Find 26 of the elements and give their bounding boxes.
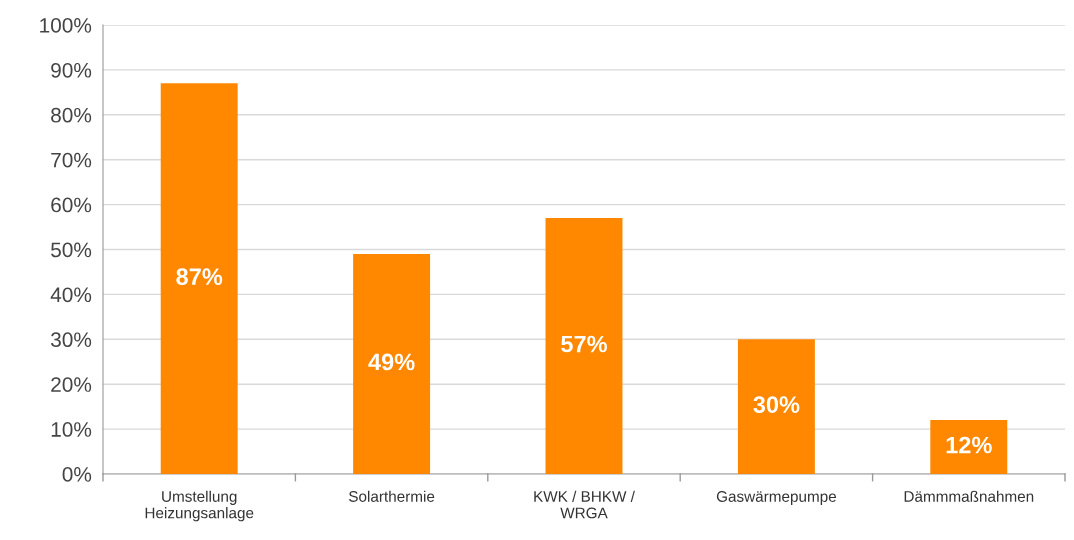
y-tick-label: 70% xyxy=(51,152,92,168)
x-tick-label: KWK / BHKW / WRGA xyxy=(534,490,635,519)
y-tick-label: 60% xyxy=(51,197,92,213)
y-tick-label: 0% xyxy=(62,467,92,482)
data-label: 49% xyxy=(368,353,415,371)
bar xyxy=(160,83,238,474)
data-label: 12% xyxy=(946,436,992,454)
data-label: 30% xyxy=(753,396,800,414)
x-tick-label: Dämmmaßnahmen xyxy=(904,490,1034,502)
bar xyxy=(930,420,1008,474)
y-tick-label: 40% xyxy=(50,287,92,303)
y-tick-label: 100% xyxy=(40,18,92,33)
x-tick-label: Umstellung Heizungsanlage xyxy=(145,490,254,522)
y-tick-label: 80% xyxy=(51,107,92,123)
x-tick-label: Solarthermie xyxy=(348,490,435,502)
y-tick-label: 30% xyxy=(50,332,92,348)
data-label: 87% xyxy=(176,268,223,286)
y-tick-label: 20% xyxy=(51,377,92,392)
x-tick-label: Gaswärmepumpe xyxy=(716,491,837,505)
bar xyxy=(353,253,431,474)
bar xyxy=(737,339,815,474)
data-label: 57% xyxy=(561,335,608,353)
y-tick-label: 90% xyxy=(51,62,92,78)
y-tick-label: 50% xyxy=(51,242,92,258)
bar xyxy=(545,218,623,474)
y-tick-label: 10% xyxy=(51,422,92,437)
